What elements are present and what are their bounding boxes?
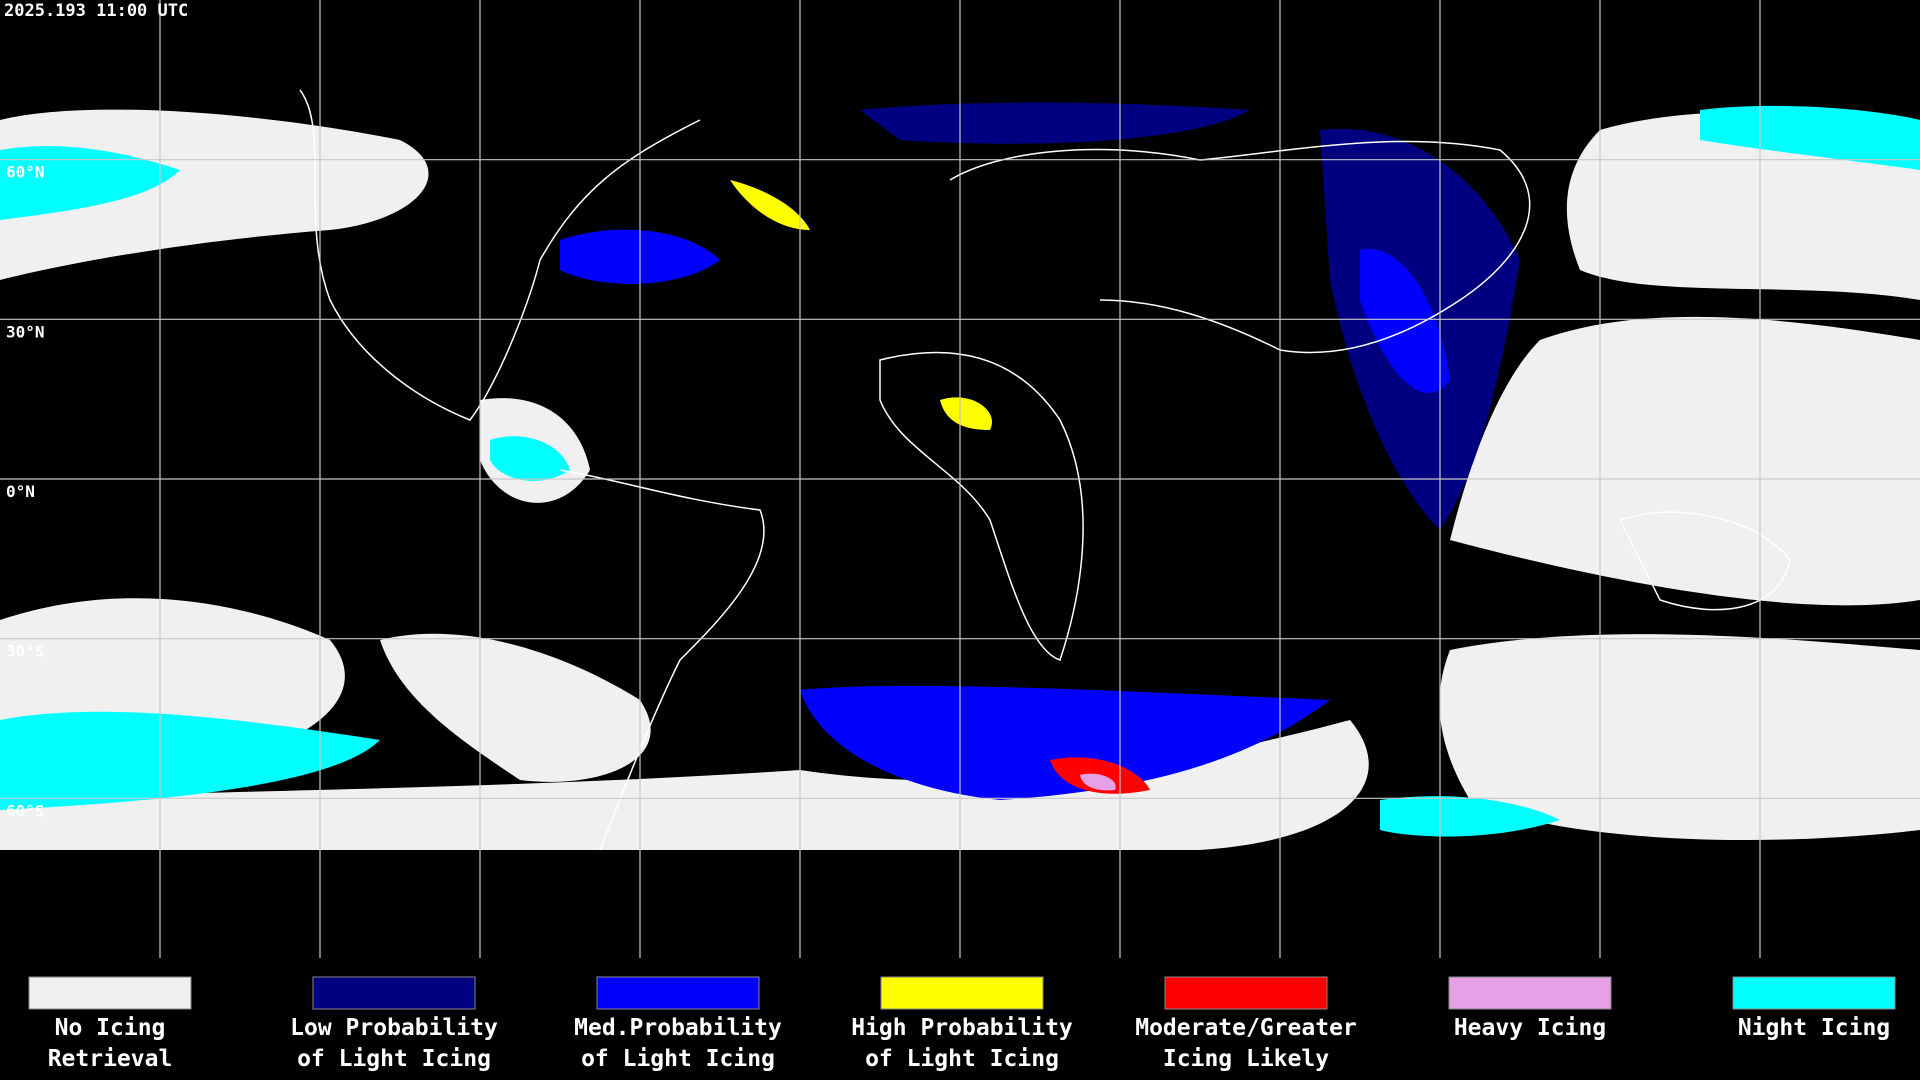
cloud-patch (0, 146, 180, 220)
cloud-patch (380, 633, 651, 782)
icing-patch (800, 685, 1330, 800)
icing-patch (940, 397, 992, 430)
graticule: 60°N 30°N 0°N 30°S 60°S (0, 0, 1920, 958)
legend-label: of Light Icing (865, 1046, 1059, 1072)
icing-patch (1080, 773, 1116, 791)
legend-label: Night Icing (1738, 1015, 1890, 1041)
legend-swatch (1732, 976, 1896, 1010)
latitude-label: 60°S (6, 801, 45, 820)
icing-patch (730, 180, 810, 230)
latitude-label: 0°N (6, 482, 35, 501)
latitude-label: 60°N (6, 163, 45, 182)
latitude-label: 30°N (6, 322, 45, 341)
latitude-label: 30°S (6, 642, 45, 661)
cloud-patch (490, 436, 570, 481)
legend-label: Icing Likely (1163, 1046, 1329, 1072)
legend-label: No Icing (55, 1015, 166, 1041)
legend-label: Heavy Icing (1454, 1015, 1606, 1041)
legend: No Icing Retrieval Low Probability of Light… (28, 976, 1896, 1072)
cloud-field (0, 89, 1920, 851)
cloud-patch (1700, 105, 1920, 170)
icing-patch (860, 102, 1250, 144)
cloud-patch (1380, 796, 1560, 837)
legend-swatch (28, 976, 192, 1010)
cloud-patch (1450, 316, 1920, 606)
legend-label: of Light Icing (581, 1046, 775, 1072)
legend-label: High Probability (851, 1015, 1073, 1041)
timestamp: 2025.193 11:00 UTC (4, 1, 188, 21)
legend-swatch (880, 976, 1044, 1010)
legend-swatch (1448, 976, 1612, 1010)
legend-label: Retrieval (48, 1046, 173, 1072)
legend-swatch (312, 976, 476, 1010)
legend-label: Low Probability (290, 1015, 498, 1041)
legend-label: Moderate/Greater (1135, 1015, 1357, 1041)
coastline (299, 89, 1791, 851)
cloud-patch (0, 711, 380, 810)
legend-label: Med.Probability (574, 1015, 782, 1041)
legend-swatch (1164, 976, 1328, 1010)
cloud-patch (1566, 111, 1920, 300)
cloud-patch (0, 720, 1369, 850)
legend-label: of Light Icing (297, 1046, 491, 1072)
icing-patch (1360, 248, 1450, 393)
cloud-patch (1439, 634, 1920, 840)
legend-swatch (596, 976, 760, 1010)
